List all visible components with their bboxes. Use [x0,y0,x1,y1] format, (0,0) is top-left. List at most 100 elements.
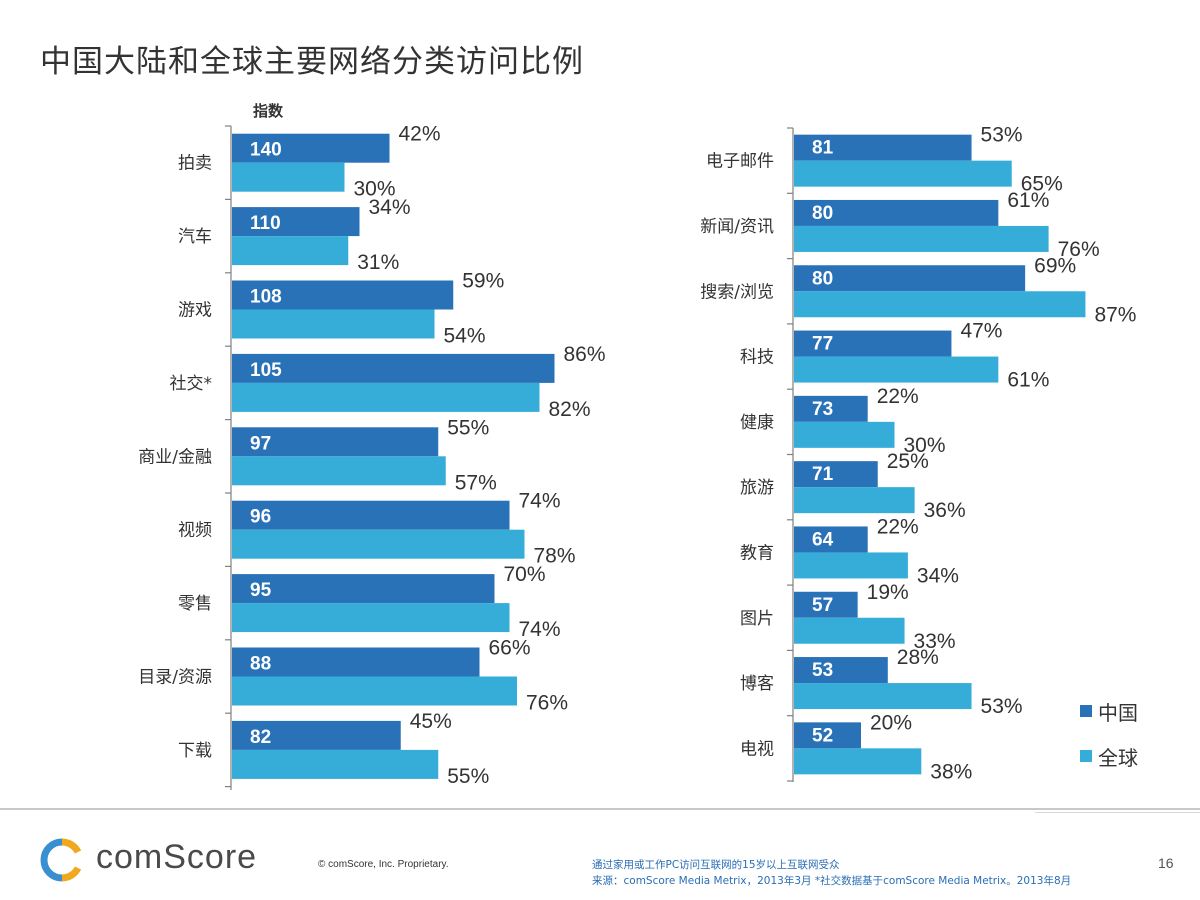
left-chart: 拍卖 140 42% 30% 汽车 110 34% 31% 游戏 108 59% 54% 社交* 105 8… [138,123,606,790]
data-label-china: 66% [489,637,531,660]
data-label-global: 61% [1007,369,1049,392]
bar-china [232,207,360,237]
bar-china [232,427,439,457]
category-label: 图片 [740,609,774,629]
index-label: 108 [250,287,282,308]
data-label-china: 22% [877,385,919,408]
bar-global [232,309,435,339]
data-label-china: 86% [564,343,606,366]
data-label-global: 65% [1021,173,1063,196]
data-label-global: 34% [917,564,959,587]
legend-swatch-global [1080,750,1092,762]
category-label: 健康 [740,413,774,433]
bar-global [794,683,972,710]
index-label: 52 [812,725,833,746]
bar-china [794,330,952,357]
category-label: 教育 [740,543,774,563]
index-label: 73 [812,399,833,420]
bar-china [794,265,1026,292]
bar-china [794,657,888,684]
bar-china [232,133,390,163]
index-label: 110 [250,213,281,234]
index-label: 82 [250,727,271,748]
index-label: 57 [812,595,833,616]
bar-global [232,236,349,266]
bar-china [794,591,858,618]
data-label-china: 25% [887,450,929,473]
index-label: 140 [250,140,282,161]
data-label-china: 45% [410,710,452,733]
bar-china [794,526,868,553]
data-label-global: 53% [981,695,1023,718]
category-label: 下载 [178,741,212,761]
index-label: 88 [250,654,271,675]
category-label: 新闻/资讯 [700,217,774,237]
data-label-china: 69% [1034,254,1076,277]
data-label-china: 19% [867,581,909,604]
bar-global [794,617,905,644]
index-label: 81 [812,138,834,159]
bar-global [232,162,345,192]
data-label-china: 22% [877,515,919,538]
index-label: 77 [812,334,833,355]
bar-china [232,500,510,530]
data-label-global: 78% [534,545,576,568]
bar-global [232,603,510,633]
index-label: 95 [250,580,272,601]
data-label-global: 82% [549,398,591,421]
data-label-global: 33% [914,630,956,653]
bar-global [794,160,1012,187]
bar-global [794,356,999,383]
category-label: 游戏 [178,301,212,321]
category-label: 科技 [740,348,774,368]
bar-china [794,722,861,749]
legend-label-global: 全球 [1098,746,1138,770]
category-label: 汽车 [178,227,212,247]
data-label-global: 87% [1094,303,1136,326]
data-label-china: 20% [870,711,912,734]
data-label-global: 76% [526,692,568,715]
copyright-text: © comScore, Inc. Proprietary. [318,859,449,870]
charts-svg: 指数 拍卖 140 42% 30% 汽车 110 34% 31% 游戏 108 59% 54% 社交* 1… [138,102,1138,790]
bar-china [232,720,401,750]
category-label: 商业/金融 [138,447,212,467]
data-label-china: 42% [399,123,441,146]
bar-china [794,199,999,226]
data-label-china: 55% [447,416,489,439]
bar-china [232,647,480,677]
index-label: 97 [250,433,271,454]
bar-global [794,225,1049,252]
bar-global [232,529,525,559]
category-label: 目录/资源 [138,668,212,688]
category-label: 电视 [740,739,774,759]
category-label: 旅游 [740,478,774,498]
bar-china [232,280,454,310]
bar-china [794,395,868,422]
bar-global [232,676,517,706]
bar-global [794,291,1086,318]
bar-global [794,748,922,775]
footer-divider [0,808,1200,810]
bar-global [232,456,446,486]
category-label: 视频 [178,521,212,541]
index-label: 71 [812,464,834,485]
data-label-china: 61% [1007,189,1049,212]
data-label-china: 28% [897,646,939,669]
data-label-global: 54% [444,325,486,348]
comscore-logo-icon [40,838,82,882]
legend: 中国 全球 [1080,701,1138,770]
index-header: 指数 [253,102,284,120]
data-label-china: 53% [981,124,1023,147]
data-label-global: 36% [924,499,966,522]
index-label: 80 [812,203,833,224]
bar-global [232,749,439,779]
index-label: 64 [812,529,834,550]
data-label-global: 57% [455,471,497,494]
data-label-global: 55% [447,765,489,788]
category-label: 博客 [740,674,774,694]
data-label-china: 59% [462,270,504,293]
index-label: 105 [250,360,282,381]
right-chart: 电子邮件 81 53% 65% 新闻/资讯 80 61% 76% 搜索/浏览 80 69% 87% 科技… [700,124,1136,784]
data-label-global: 30% [904,434,946,457]
bar-china [232,353,555,383]
